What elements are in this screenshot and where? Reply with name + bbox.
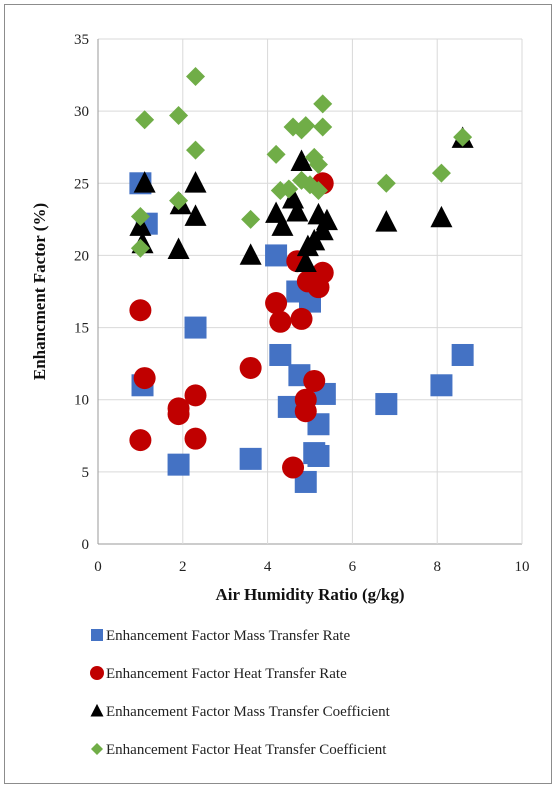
legend-item: Enhancement Factor Heat Transfer Rate [90, 666, 347, 682]
square-data-point [307, 444, 330, 467]
legend-triangle-icon [90, 703, 104, 717]
y-axis-title: Enhancment Factor (%) [30, 203, 49, 380]
legend-label: Enhancement Factor Heat Transfer Rate [106, 666, 347, 682]
scatter-chart: 0 5 10 15 20 25 30 35 0 2 4 6 8 10 Air Humidity Ratio… [30, 32, 530, 758]
y-tick-label: 10 [74, 393, 89, 409]
x-tick-label: 4 [264, 559, 272, 575]
x-tick-label: 0 [94, 559, 102, 575]
triangle-data-point [133, 171, 156, 193]
square-data-point [375, 393, 398, 416]
diamond-data-point [431, 163, 451, 183]
triangle-data-point [239, 243, 262, 265]
y-tick-label: 15 [74, 321, 89, 337]
y-tick-label: 5 [82, 465, 90, 481]
diamond-data-point [130, 206, 150, 226]
legend-square-icon [91, 629, 103, 641]
square-data-point [451, 343, 474, 366]
legend-diamond-icon [91, 743, 103, 755]
legend-item: Enhancement Factor Mass Transfer Rate [91, 628, 350, 644]
diamond-data-point [241, 209, 261, 229]
series-4-points [130, 67, 473, 258]
x-tick-label: 6 [349, 559, 357, 575]
square-data-point [269, 343, 292, 366]
diamond-data-point [279, 179, 299, 199]
y-tick-label: 25 [74, 176, 89, 192]
triangle-data-point [271, 214, 294, 236]
circle-data-point [303, 369, 326, 392]
legend-item: Enhancement Factor Mass Transfer Coeffic… [90, 703, 391, 720]
circle-data-point [184, 384, 207, 407]
diamond-data-point [308, 181, 328, 200]
chart-frame: 0 5 10 15 20 25 30 35 0 2 4 6 8 10 Air Humidity Ratio… [4, 4, 552, 784]
square-data-point [184, 316, 207, 339]
square-data-point [239, 447, 262, 470]
legend: Enhancement Factor Mass Transfer Rate Enh… [90, 628, 391, 758]
legend-item: Enhancement Factor Heat Transfer Coeffic… [91, 742, 387, 758]
triangle-data-point [375, 210, 398, 232]
circle-data-point [269, 310, 292, 333]
y-tick-label: 30 [74, 104, 89, 120]
triangle-data-point [294, 250, 317, 272]
triangle-data-point [286, 200, 309, 222]
triangle-data-point [290, 149, 313, 171]
x-axis-title: Air Humidity Ratio (g/kg) [215, 585, 404, 604]
circle-data-point [265, 292, 288, 315]
series-2-points [129, 172, 334, 479]
diamond-data-point [266, 144, 286, 164]
x-tick-label: 10 [515, 559, 530, 575]
legend-label: Enhancement Factor Mass Transfer Coeffic… [106, 704, 391, 720]
circle-data-point [129, 299, 152, 322]
diamond-data-point [169, 191, 189, 211]
circle-data-point [311, 261, 334, 284]
square-data-point [167, 453, 190, 476]
circle-data-point [282, 456, 305, 479]
diamond-data-point [169, 105, 189, 125]
circle-data-point [167, 403, 190, 426]
diamond-data-point [135, 110, 155, 130]
diamond-data-point [130, 238, 150, 258]
data-points [129, 67, 474, 493]
diamond-data-point [296, 116, 316, 136]
diamond-data-point [376, 173, 396, 193]
y-tick-label: 35 [74, 32, 89, 48]
diamond-data-point [313, 117, 333, 137]
square-data-point [265, 244, 288, 267]
diamond-data-point [308, 155, 328, 175]
legend-circle-icon [90, 666, 104, 680]
legend-label: Enhancement Factor Heat Transfer Coeffic… [106, 742, 387, 758]
x-tick-label: 2 [179, 559, 187, 575]
triangle-data-point [184, 171, 207, 193]
square-data-point [430, 374, 453, 397]
circle-data-point [184, 427, 207, 450]
diamond-data-point [453, 127, 473, 147]
circle-data-point [129, 429, 152, 452]
legend-label: Enhancement Factor Mass Transfer Rate [106, 628, 350, 644]
y-tick-label: 0 [82, 537, 90, 553]
diamond-data-point [186, 67, 206, 87]
tick-labels: 0 5 10 15 20 25 30 35 0 2 4 6 8 10 [74, 32, 530, 575]
circle-data-point [290, 307, 313, 330]
square-data-point [294, 470, 317, 493]
square-data-point [277, 395, 300, 418]
triangle-data-point [184, 204, 207, 226]
y-tick-label: 20 [74, 248, 89, 264]
diamond-data-point [186, 140, 206, 160]
x-tick-label: 8 [433, 559, 441, 575]
triangle-data-point [430, 205, 453, 228]
circle-data-point [294, 400, 317, 423]
circle-data-point [239, 356, 262, 379]
circle-data-point [133, 367, 156, 390]
diamond-data-point [313, 94, 333, 114]
triangle-data-point [167, 237, 190, 260]
triangle-data-point [315, 208, 338, 231]
